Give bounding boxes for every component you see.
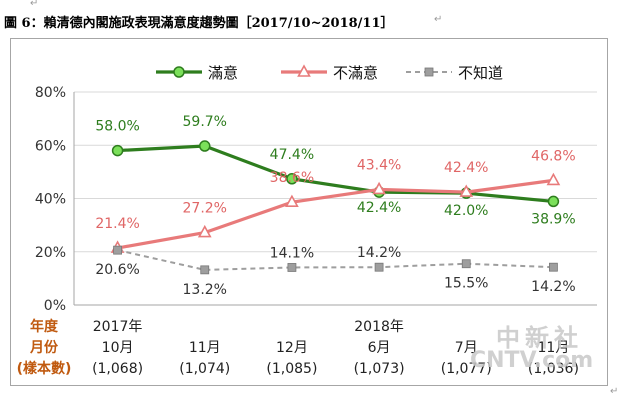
data-point xyxy=(461,259,471,269)
data-point xyxy=(199,140,211,152)
line-chart: 0% 20% 40% 60% 80% 2017年 10月 (1,068) 11月 (1,074) 1… xyxy=(17,64,597,377)
data-point xyxy=(372,181,386,195)
data-label: 42.4% xyxy=(357,200,401,216)
legend-marker xyxy=(173,66,185,78)
x-tick-label: 2017年 xyxy=(93,319,143,335)
data-label: 38.9% xyxy=(531,211,575,227)
data-point xyxy=(111,144,124,157)
data-point xyxy=(197,224,212,238)
data-label: 13.2% xyxy=(183,282,227,298)
series-line xyxy=(117,178,554,250)
x-tick-label: (1,068) xyxy=(92,361,143,377)
data-point xyxy=(549,262,558,272)
data-label: 14.1% xyxy=(270,245,314,261)
data-point xyxy=(547,195,560,208)
data-point xyxy=(285,194,299,208)
data-point xyxy=(286,173,298,185)
data-point xyxy=(459,184,474,197)
data-label: 20.6% xyxy=(95,262,139,278)
data-point xyxy=(374,262,384,272)
data-label: 58.0% xyxy=(95,119,139,135)
x-tick-label: (1,074) xyxy=(179,361,230,377)
data-label: 59.7% xyxy=(183,114,227,130)
data-label: 15.5% xyxy=(444,276,488,292)
y-tick-label: 40% xyxy=(35,192,66,208)
y-tick-label: 20% xyxy=(35,245,66,261)
page-title: 圖 6：賴清德內閣施政表現滿意度趨勢圖［2017/10~2018/11］ xyxy=(4,16,394,31)
legend-label: 滿意 xyxy=(208,64,238,82)
x-tick-label: 10月 xyxy=(102,340,134,356)
y-tick-label: 0% xyxy=(44,298,66,314)
data-label: 14.2% xyxy=(357,245,401,261)
x-tick-label: (1,077) xyxy=(441,361,492,377)
legend-marker xyxy=(297,64,311,77)
data-label: 42.4% xyxy=(444,160,488,176)
y-tick-label: 80% xyxy=(35,85,66,101)
x-tick-label: (1,073) xyxy=(354,361,405,377)
row-label: 年度 xyxy=(30,318,59,335)
legend-label: 不滿意 xyxy=(333,64,378,82)
data-label: 46.8% xyxy=(531,148,575,164)
watermark-text: CNTV.com xyxy=(470,348,594,373)
paragraph-mark-icon: ↵ xyxy=(434,14,443,25)
data-label: 21.4% xyxy=(95,216,139,232)
series-line xyxy=(117,144,554,204)
data-point xyxy=(546,172,561,186)
x-tick-label: 11月 xyxy=(189,340,221,356)
row-label: 月份 xyxy=(29,339,59,356)
legend-marker xyxy=(424,67,434,77)
paragraph-mark-icon: ↵ xyxy=(30,0,39,9)
paragraph-mark-icon: ↵ xyxy=(610,386,619,397)
series-line xyxy=(117,249,554,271)
data-point xyxy=(200,265,210,275)
chart-frame: 0% 20% 40% 60% 80% 2017年 10月 (1,068) 11月 (1,074) 1… xyxy=(10,38,608,386)
legend-label: 不知道 xyxy=(458,64,503,82)
x-tick-label: 12月 xyxy=(276,340,308,356)
data-point xyxy=(113,245,122,255)
data-label: 14.2% xyxy=(531,279,575,295)
data-label: 27.2% xyxy=(183,201,227,217)
row-label: (樣本數) xyxy=(17,360,72,377)
x-tick-label: 7月 xyxy=(455,340,478,356)
x-tick-label: 2018年 xyxy=(354,319,404,335)
data-label: 43.4% xyxy=(357,157,401,173)
watermark-text: 中新社 xyxy=(496,324,583,352)
y-tick-label: 60% xyxy=(35,138,66,154)
data-point xyxy=(287,263,297,272)
data-label: 47.4% xyxy=(270,147,314,163)
data-label: 42.0% xyxy=(444,203,488,219)
x-tick-label: 6月 xyxy=(368,340,391,356)
x-tick-label: (1,085) xyxy=(266,361,317,377)
x-tick-label: 11月 xyxy=(538,340,570,356)
x-tick-label: (1,036) xyxy=(528,361,579,377)
data-label: 38.6% xyxy=(270,170,314,186)
